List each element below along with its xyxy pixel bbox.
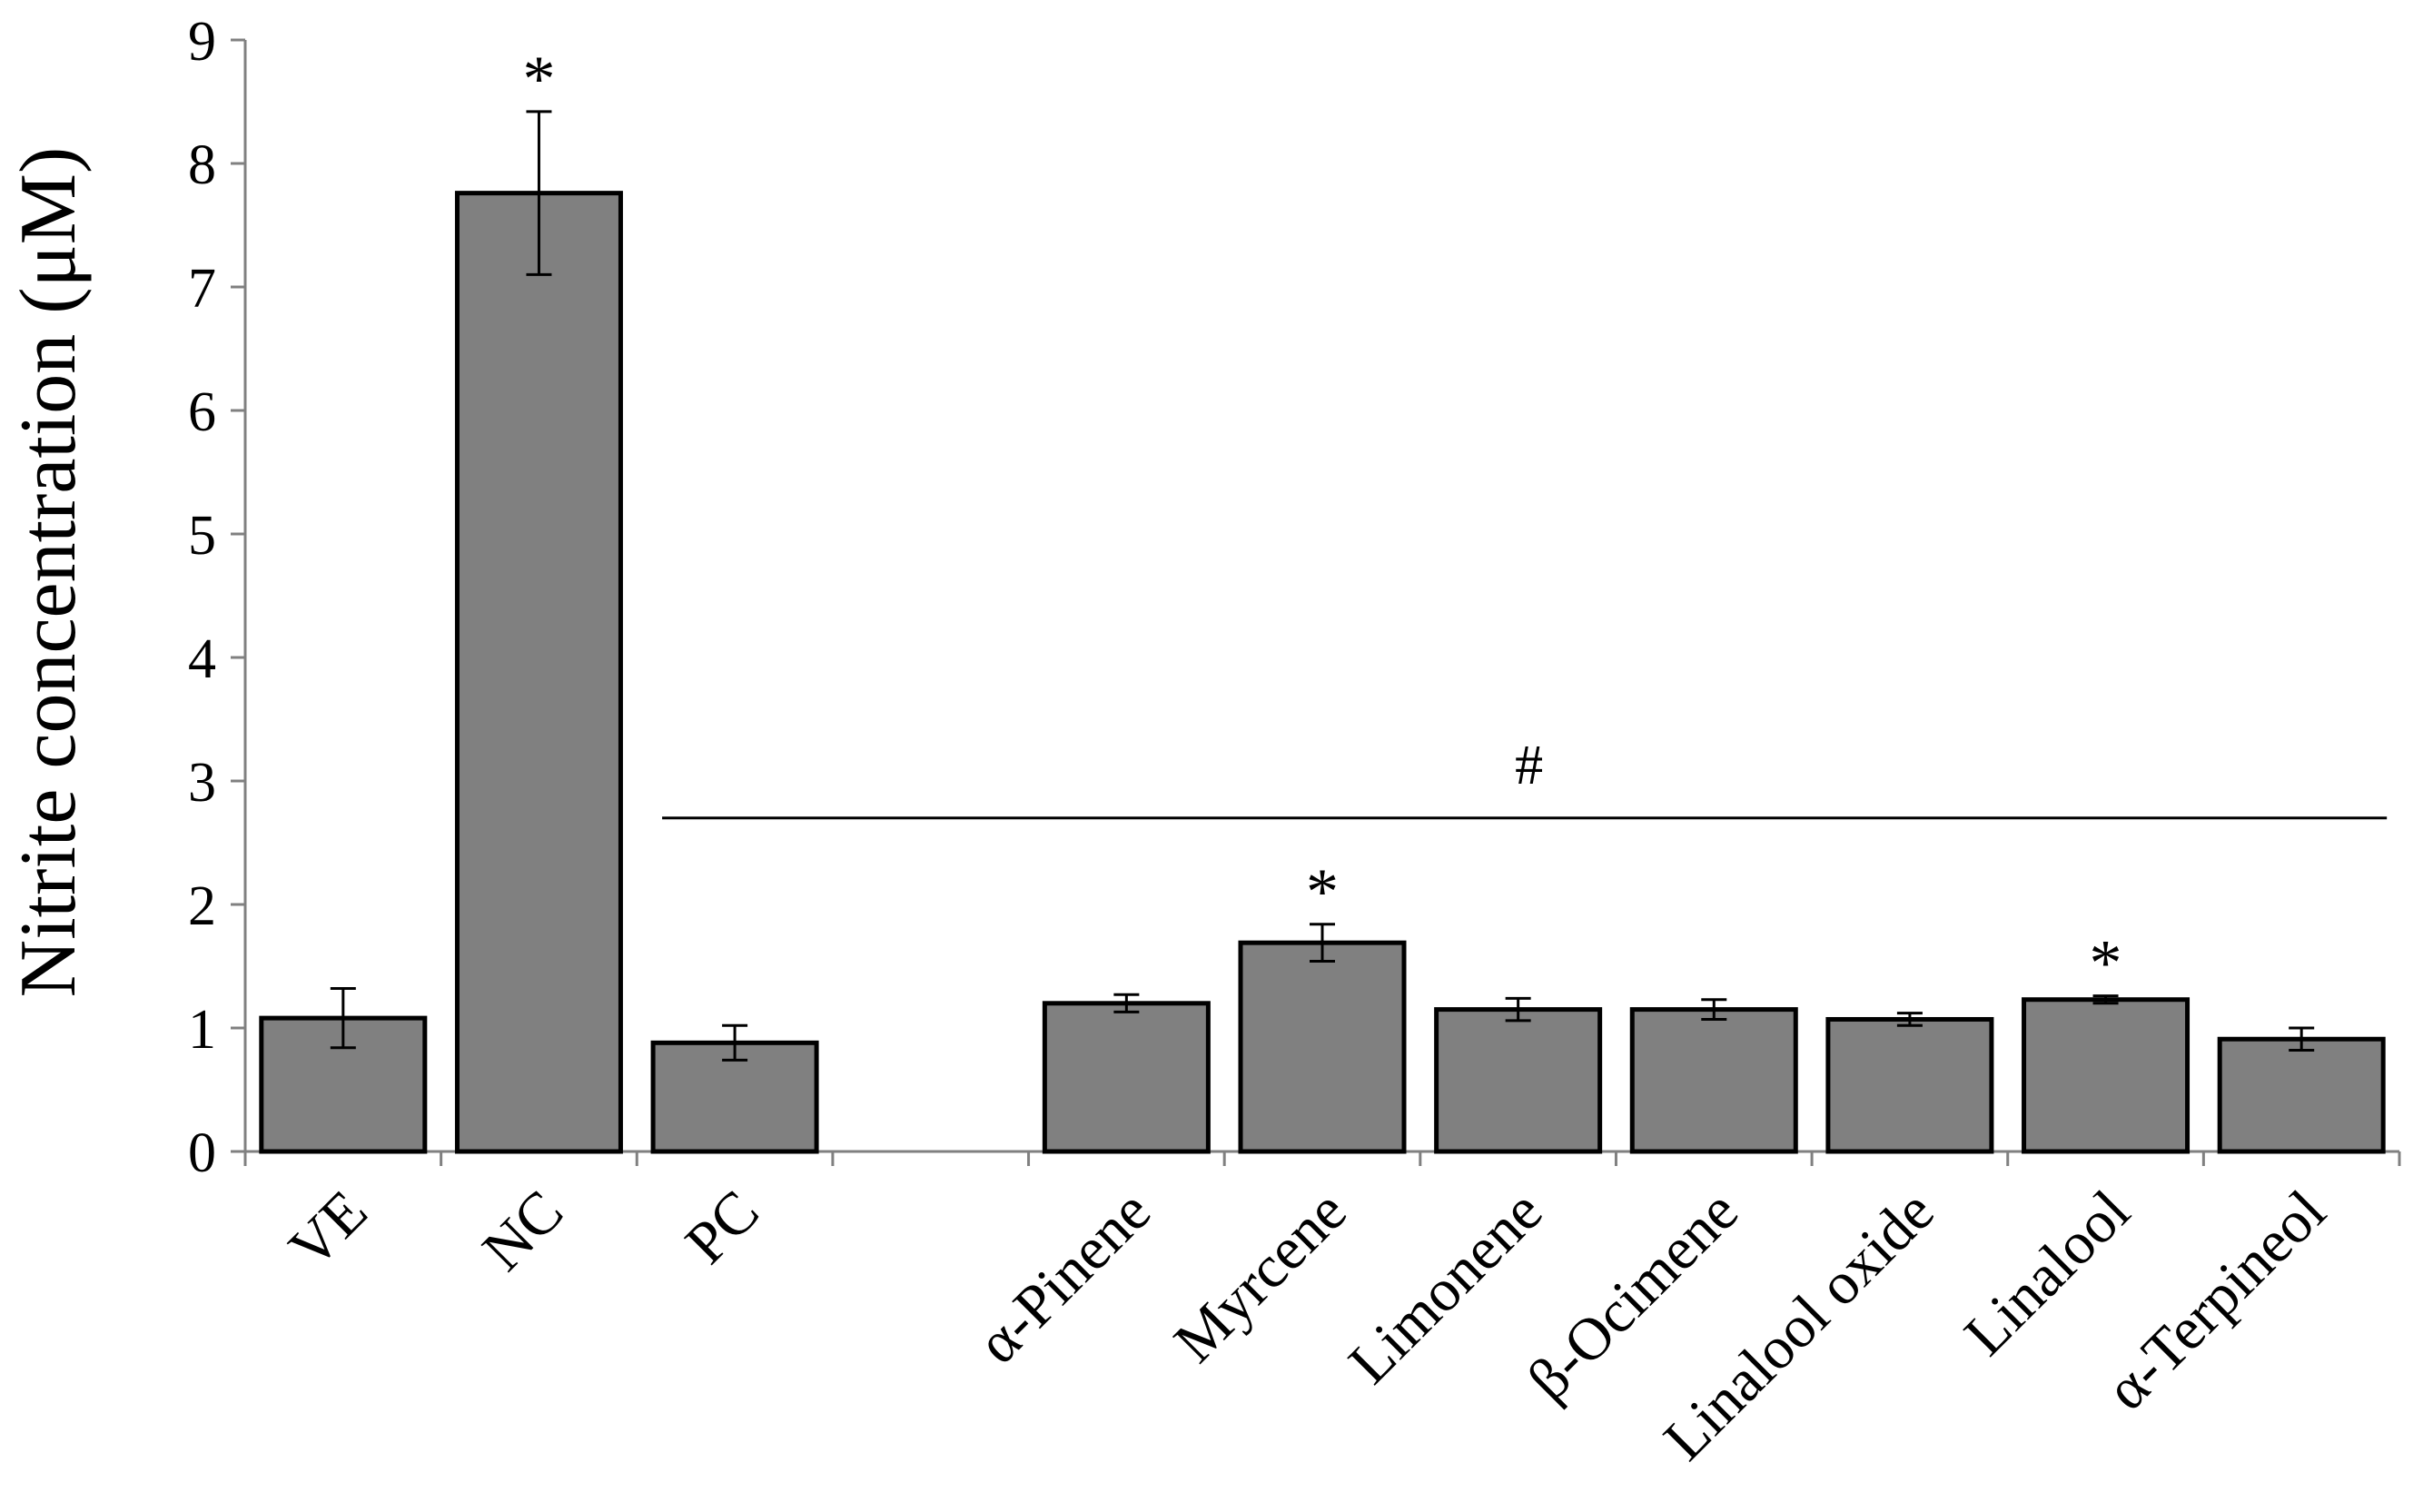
significance-marker: * [2090,927,2122,1000]
y-tick-label: 8 [188,134,216,196]
bar [2022,997,2191,1154]
y-tick-label: 5 [188,505,216,567]
bar [454,191,623,1154]
bar [1434,1007,1603,1154]
x-tick-label: VE [277,1178,381,1281]
x-tick-label: α-Pinene [964,1178,1163,1377]
y-tick-label: 4 [188,628,216,690]
x-tick-label: PC [673,1178,772,1277]
y-tick-label: 7 [188,258,216,320]
y-tick-label: 1 [188,999,216,1061]
group-annotation-symbol: # [1515,735,1543,796]
y-tick-label: 6 [188,381,216,443]
bar [1629,1007,1798,1154]
y-tick-label: 3 [188,752,216,814]
y-axis-label: Nitrite concentration (μM) [5,147,93,998]
significance-marker: * [522,43,555,115]
bar [1042,1001,1211,1154]
y-tick-label: 9 [188,11,216,73]
bar [1238,940,1407,1154]
bar [1825,1016,1994,1154]
bar [2217,1036,2386,1154]
x-tick-label: NC [470,1178,576,1283]
bars [259,110,2386,1154]
significance-marker: * [1306,855,1339,928]
x-tick-label: Linalool [1952,1178,2142,1369]
x-tick-label: Myrcene [1162,1178,1359,1375]
y-tick-label: 2 [188,875,216,937]
y-tick-label: 0 [188,1122,216,1184]
